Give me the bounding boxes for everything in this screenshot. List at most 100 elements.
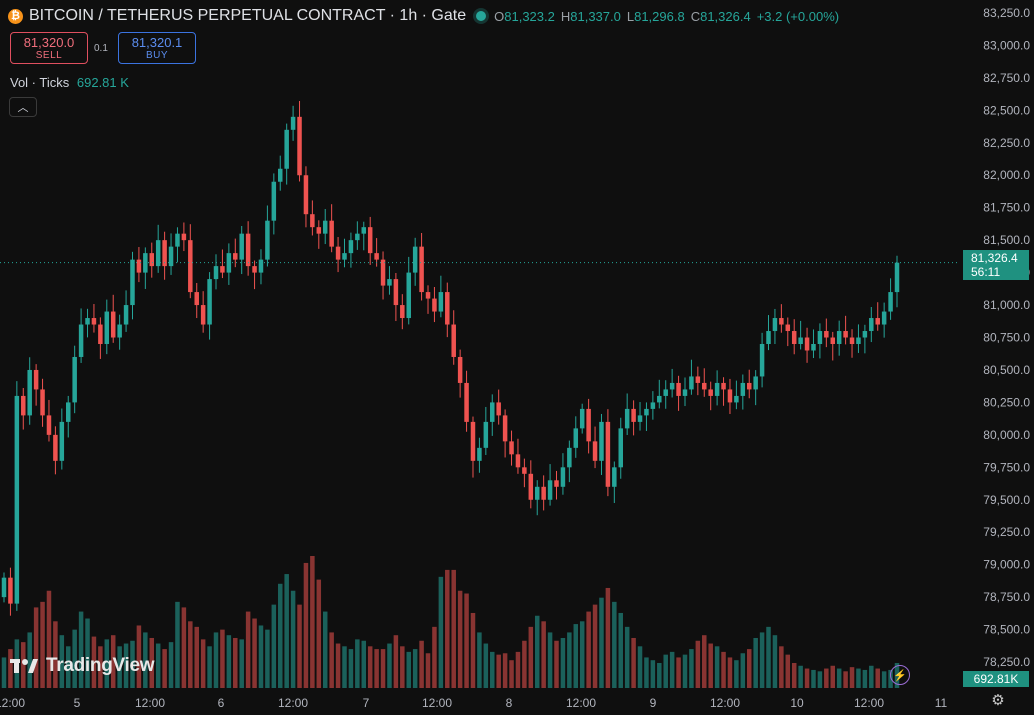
y-tick-label: 79,000.0 — [983, 558, 1030, 572]
candle-body — [33, 369, 39, 390]
candle-body — [432, 298, 437, 312]
candle-body — [406, 272, 411, 319]
candle-body — [759, 344, 765, 377]
volume-bar — [579, 621, 585, 688]
volume-bar — [194, 626, 199, 688]
candle-body — [457, 356, 463, 383]
volume-bar — [862, 669, 868, 688]
candle-body — [98, 324, 103, 344]
candle-body — [335, 246, 341, 260]
candle-body — [849, 337, 855, 344]
volume-bar — [650, 660, 656, 688]
candle-body — [624, 408, 630, 429]
volume-bar — [21, 642, 26, 688]
candle-body — [528, 473, 534, 500]
volume-bar — [85, 618, 90, 688]
volume-bar — [592, 604, 598, 688]
collapse-legend-button[interactable]: ︿ — [9, 97, 37, 117]
volume-bar — [310, 556, 315, 688]
y-tick-label: 78,750.0 — [983, 590, 1030, 604]
buy-label: BUY — [145, 50, 169, 61]
symbol-title[interactable]: BITCOIN / TETHERUS PERPETUAL CONTRACT · … — [29, 7, 467, 24]
gear-icon[interactable]: ⚙ — [991, 692, 1005, 709]
candle-body — [785, 324, 791, 332]
candle-body — [470, 421, 476, 461]
candle-body — [367, 227, 373, 254]
volume-bar — [477, 632, 482, 688]
candle-body — [669, 382, 675, 390]
candle-body — [316, 227, 322, 234]
candle-body — [579, 408, 585, 429]
candle-body — [451, 324, 456, 357]
candle-body — [650, 402, 656, 409]
volume-bar — [425, 653, 431, 688]
candle-body — [881, 311, 887, 325]
volume-bar — [284, 574, 289, 688]
candle-body — [702, 382, 707, 390]
volume-bar — [798, 665, 803, 688]
volume-bar — [53, 621, 58, 688]
ohlc-readout: O81,323.2 H81,337.0 L81,296.8 C81,326.4 +3.2… — [494, 8, 840, 24]
buy-button[interactable]: 81,320.1 BUY — [118, 32, 196, 64]
candle-body — [271, 181, 277, 221]
y-tick-label: 83,000.0 — [983, 38, 1030, 52]
volume-bar — [502, 653, 508, 688]
candle-body — [746, 382, 752, 390]
volume-bar — [605, 587, 611, 688]
candle-body — [14, 395, 20, 604]
sell-button[interactable]: 81,320.0 SELL — [10, 32, 88, 64]
volume-legend[interactable]: Vol · Ticks 692.81 K — [10, 75, 129, 90]
volume-bar — [155, 643, 161, 688]
volume-bar — [791, 662, 797, 688]
volume-bar — [881, 671, 887, 688]
candle-body — [714, 382, 720, 396]
x-tick-label: 12:00 — [710, 696, 740, 710]
candle-body — [284, 129, 289, 169]
candle-body — [657, 395, 662, 403]
x-tick-label: 12:00 — [422, 696, 452, 710]
candle-body — [168, 246, 174, 267]
volume-bar — [162, 649, 167, 688]
candle-body — [425, 292, 431, 299]
volume-bar — [265, 629, 270, 688]
volume-bar — [779, 646, 784, 688]
candle-body — [676, 382, 681, 396]
volume-bar — [91, 636, 97, 688]
volume-bar — [213, 632, 219, 688]
volume-bar — [721, 651, 726, 688]
candle-body — [682, 389, 688, 396]
tradingview-logo-icon — [10, 659, 38, 673]
volume-bar — [669, 651, 675, 688]
candle-body — [534, 486, 540, 500]
candle-body — [631, 408, 636, 422]
candle-body — [207, 279, 212, 325]
y-tick-label: 82,000.0 — [983, 168, 1030, 182]
volume-bar — [560, 637, 566, 688]
candle-body — [400, 305, 405, 319]
volume-bar — [1, 657, 7, 688]
candle-body — [612, 467, 617, 487]
lightning-icon[interactable]: ⚡ — [890, 665, 910, 685]
volume-bar — [624, 626, 630, 688]
candle-body — [753, 376, 758, 390]
candle-body — [605, 421, 611, 487]
volume-bar — [470, 612, 476, 688]
candle-body — [59, 421, 65, 461]
volume-bar — [483, 643, 489, 688]
sell-price: 81,320.0 — [23, 35, 75, 50]
volume-bar — [740, 653, 746, 688]
candle-body — [303, 175, 309, 215]
candle-body — [888, 292, 893, 312]
candle-body — [200, 305, 206, 325]
volume-bar — [412, 649, 418, 688]
y-tick-label: 78,250.0 — [983, 655, 1030, 669]
tradingview-logo[interactable]: TradingView — [10, 655, 155, 677]
volume-bar — [117, 646, 122, 688]
volume-bar — [130, 640, 135, 688]
candle-body — [155, 240, 161, 267]
candle-body — [143, 253, 148, 273]
volume-bar — [149, 637, 155, 688]
volume-bar — [233, 637, 238, 688]
y-tick-label: 79,750.0 — [983, 460, 1030, 474]
